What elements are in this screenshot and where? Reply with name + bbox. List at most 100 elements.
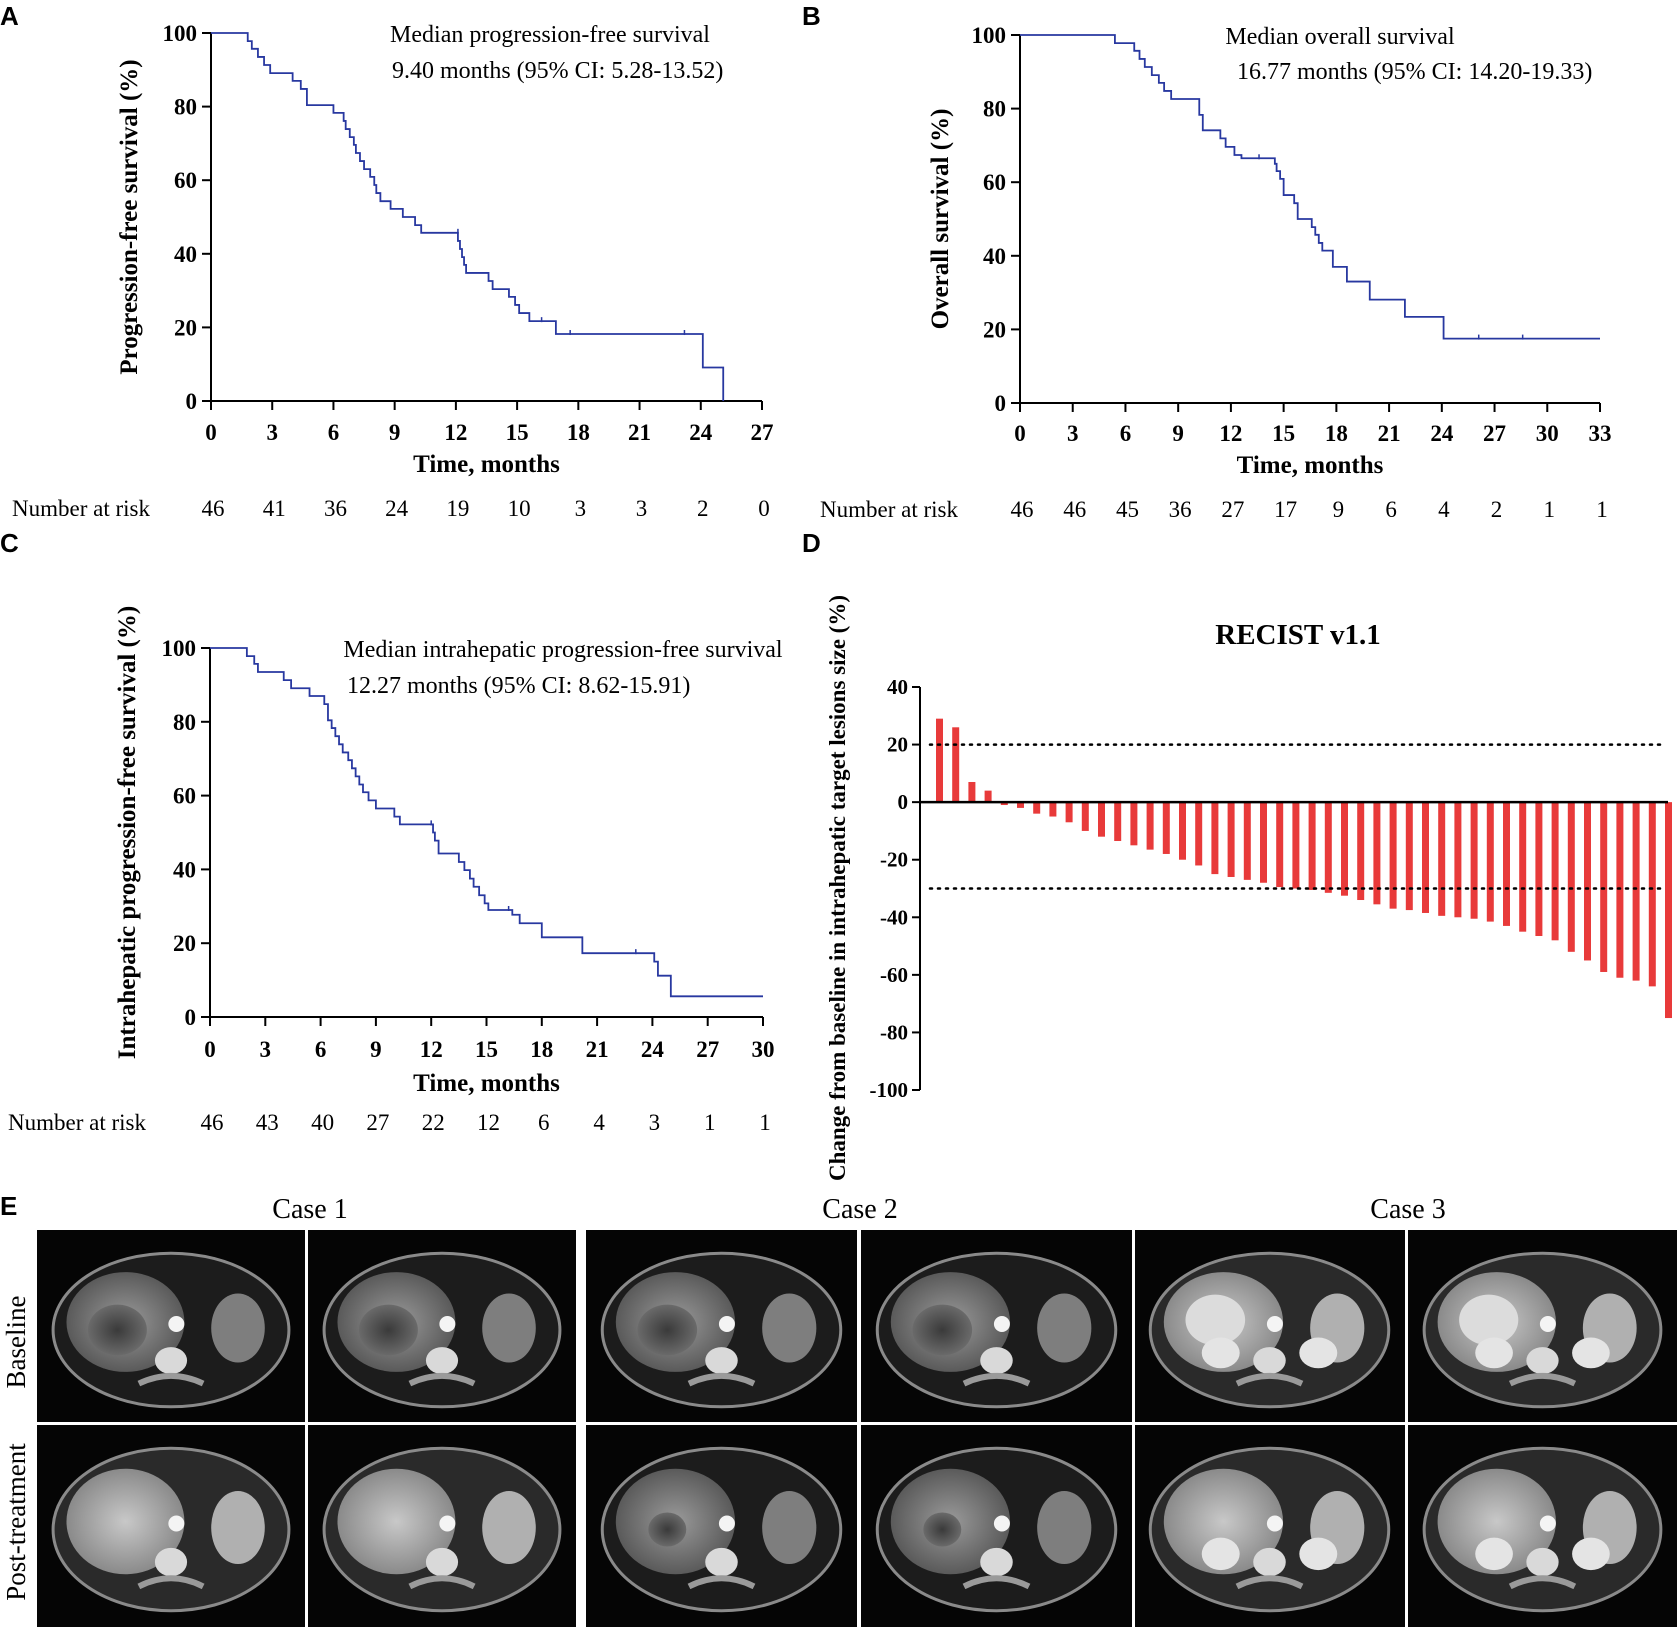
- x-tick-label: 21: [1378, 421, 1401, 446]
- liver-shape: [1437, 1468, 1556, 1575]
- rib-shape: [408, 1373, 476, 1387]
- rib-shape: [1235, 1575, 1304, 1590]
- lesion-shape: [1459, 1294, 1519, 1346]
- rib-shape: [137, 1575, 205, 1590]
- ct-scan-image: [1408, 1424, 1677, 1627]
- case-1-label: Case 1: [272, 1194, 347, 1225]
- y-tick-label: 80: [174, 95, 197, 120]
- x-tick-label: 12: [1219, 421, 1242, 446]
- median-annotation-value: 16.77 months (95% CI: 14.20-19.33): [1237, 59, 1592, 85]
- lesion-shape: [637, 1304, 698, 1356]
- spine-shape: [154, 1347, 188, 1375]
- x-tick-label: 0: [205, 420, 217, 445]
- waterfall-bar: [1000, 802, 1008, 806]
- aorta-shape: [1539, 1515, 1556, 1532]
- number-at-risk-value: 45: [1116, 497, 1139, 522]
- waterfall-bar: [1454, 802, 1462, 918]
- x-tick-label: 3: [1067, 421, 1079, 446]
- kidney-shape: [1572, 1537, 1610, 1571]
- number-at-risk-value: 40: [311, 1110, 334, 1135]
- waterfall-bar: [1519, 802, 1527, 932]
- survival-curve: [211, 32, 725, 401]
- lesion-shape: [87, 1304, 147, 1356]
- waterfall-bar: [1567, 802, 1575, 952]
- waterfall-bar: [1632, 802, 1640, 981]
- number-at-risk-value: 9: [1333, 497, 1345, 522]
- x-tick-label: 24: [1430, 421, 1454, 446]
- x-tick-label: 30: [752, 1037, 775, 1062]
- km-chart-c: 0 20 40 60 80 100 0 3 6 9 12 15 18 21 24 27 30 Time, mont…: [8, 606, 783, 1135]
- number-at-risk-value: 4: [593, 1110, 605, 1135]
- kidney-shape: [1201, 1537, 1240, 1571]
- ct-scan-image: [861, 1230, 1132, 1422]
- number-at-risk-value: 46: [201, 1110, 224, 1135]
- x-tick-label: 21: [586, 1037, 609, 1062]
- rib-shape: [1508, 1373, 1577, 1387]
- y-tick-label: 80: [983, 97, 1006, 122]
- panel-letter-b: B: [802, 1, 821, 31]
- panel-letter-a: A: [0, 1, 19, 31]
- ct-scan-image: [861, 1424, 1132, 1627]
- waterfall-bar: [1033, 802, 1041, 814]
- waterfall-bar: [1324, 802, 1332, 893]
- grid-separator: [37, 1422, 1677, 1425]
- ct-scan-image: [37, 1424, 305, 1627]
- waterfall-bar: [1551, 802, 1559, 941]
- spleen-shape: [482, 1490, 536, 1565]
- number-at-risk-value: 46: [1011, 497, 1034, 522]
- median-annotation-value: 12.27 months (95% CI: 8.62-15.91): [347, 673, 690, 699]
- ct-scan-image: [1134, 1230, 1405, 1422]
- number-at-risk-value: 46: [202, 496, 225, 521]
- survival-curve: [1020, 34, 1600, 340]
- x-tick-label: 27: [1483, 421, 1506, 446]
- number-at-risk-value: 3: [575, 496, 587, 521]
- rib-shape: [687, 1575, 756, 1590]
- waterfall-bar: [1081, 802, 1089, 831]
- rib-shape: [137, 1373, 205, 1387]
- lesion-shape: [648, 1512, 687, 1547]
- waterfall-bar: [968, 781, 976, 803]
- aorta-shape: [718, 1515, 735, 1532]
- y-tick-label: -60: [880, 963, 908, 987]
- ct-image-panel: Case 1 Case 2 Case 3 Baseline Post-treat…: [1, 1194, 1677, 1627]
- x-tick-label: 6: [328, 420, 340, 445]
- number-at-risk-value: 17: [1274, 497, 1297, 522]
- x-tick-label: 9: [1172, 421, 1184, 446]
- grid-separator: [1132, 1230, 1135, 1627]
- y-tick-label: 20: [173, 931, 196, 956]
- lesion-shape: [1185, 1294, 1246, 1346]
- waterfall-bar: [1438, 802, 1446, 916]
- number-at-risk-label: Number at risk: [12, 496, 150, 521]
- x-tick-label: 3: [260, 1037, 272, 1062]
- kidney-shape: [1475, 1537, 1513, 1571]
- y-tick-label: 100: [162, 636, 197, 661]
- y-axis-title: Progression-free survival (%): [116, 59, 143, 374]
- y-axis-title: Change from baseline in intrahepatic tar…: [825, 595, 850, 1181]
- spleen-shape: [211, 1490, 265, 1565]
- number-at-risk-value: 4: [1438, 497, 1450, 522]
- y-tick-label: -80: [880, 1020, 908, 1044]
- waterfall-bar: [1292, 802, 1300, 889]
- waterfall-bar: [1195, 802, 1203, 866]
- x-tick-label: 9: [370, 1037, 382, 1062]
- number-at-risk-value: 46: [1063, 497, 1086, 522]
- x-tick-label: 21: [628, 420, 651, 445]
- waterfall-bar: [1179, 802, 1186, 860]
- spleen-shape: [1037, 1490, 1092, 1565]
- y-tick-label: -20: [880, 848, 908, 872]
- spine-shape: [1253, 1347, 1286, 1375]
- aorta-shape: [439, 1515, 456, 1532]
- median-annotation-title: Median intrahepatic progression-free sur…: [343, 637, 783, 663]
- waterfall-bar: [1503, 802, 1510, 926]
- x-tick-label: 15: [475, 1037, 498, 1062]
- panel-letter-d: D: [802, 528, 821, 558]
- waterfall-bar: [1017, 802, 1024, 808]
- number-at-risk-value: 1: [1544, 497, 1556, 522]
- number-at-risk-value: 2: [697, 496, 709, 521]
- spine-shape: [1526, 1547, 1559, 1577]
- y-tick-label: 40: [983, 244, 1006, 269]
- number-at-risk-value: 3: [636, 496, 648, 521]
- spine-shape: [1526, 1347, 1559, 1375]
